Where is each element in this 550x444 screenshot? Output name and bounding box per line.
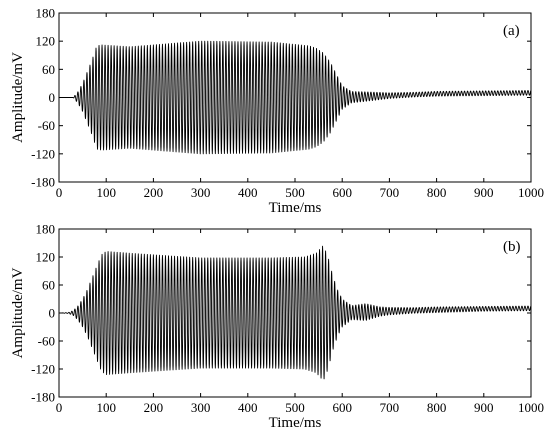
x-tick-label: 800 xyxy=(427,185,447,200)
y-axis-title: Amplitude/mV xyxy=(10,52,26,143)
y-tick-label: 120 xyxy=(36,34,56,49)
y-tick-label: 0 xyxy=(49,306,56,321)
x-tick-label: 900 xyxy=(474,185,494,200)
x-tick-label: 200 xyxy=(144,185,164,200)
x-tick-label: 200 xyxy=(144,400,164,415)
y-tick-label: -120 xyxy=(31,362,55,377)
x-tick-label: 900 xyxy=(474,400,494,415)
x-tick-label: 300 xyxy=(191,400,211,415)
x-tick-label: 500 xyxy=(285,185,305,200)
x-axis-title: Time/ms xyxy=(269,200,322,216)
x-tick-label: 300 xyxy=(191,185,211,200)
y-tick-label: -120 xyxy=(31,146,55,161)
x-tick-label: 500 xyxy=(285,400,305,415)
x-tick-label: 100 xyxy=(96,400,116,415)
x-tick-label: 100 xyxy=(96,185,116,200)
waveform-series xyxy=(58,245,532,380)
y-tick-label: -180 xyxy=(31,175,55,190)
x-tick-label: 600 xyxy=(332,185,352,200)
x-tick-label: 0 xyxy=(56,400,63,415)
panel-label: (a) xyxy=(503,23,520,39)
x-tick-label: 400 xyxy=(238,400,258,415)
x-tick-label: 700 xyxy=(380,400,400,415)
y-tick-label: 60 xyxy=(42,278,55,293)
x-tick-label: 1000 xyxy=(518,400,544,415)
y-tick-label: 180 xyxy=(36,222,56,237)
chart-panel: 0 100 200 300 400 500 600 700 800 900 1000-180-120… xyxy=(10,222,544,432)
x-tick-label: 0 xyxy=(56,185,63,200)
y-tick-label: 120 xyxy=(36,250,56,265)
x-tick-label: 700 xyxy=(380,185,400,200)
x-tick-label: 600 xyxy=(332,400,352,415)
x-tick-label: 800 xyxy=(427,400,447,415)
y-tick-label: -180 xyxy=(31,390,55,405)
y-tick-label: 180 xyxy=(36,6,56,21)
x-tick-label: 1000 xyxy=(518,185,544,200)
x-tick-label: 400 xyxy=(238,185,258,200)
y-tick-label: -60 xyxy=(38,118,55,133)
y-tick-label: -60 xyxy=(38,334,55,349)
chart-panel: 0 100 200 300 400 500 600 700 800 900 1000-180-120… xyxy=(10,6,544,217)
waveform-series xyxy=(58,40,532,155)
y-axis-title: Amplitude/mV xyxy=(10,267,26,358)
panel-label: (b) xyxy=(503,239,521,255)
y-tick-label: 60 xyxy=(42,62,55,77)
x-axis-title: Time/ms xyxy=(269,415,322,431)
y-tick-label: 0 xyxy=(49,90,56,105)
